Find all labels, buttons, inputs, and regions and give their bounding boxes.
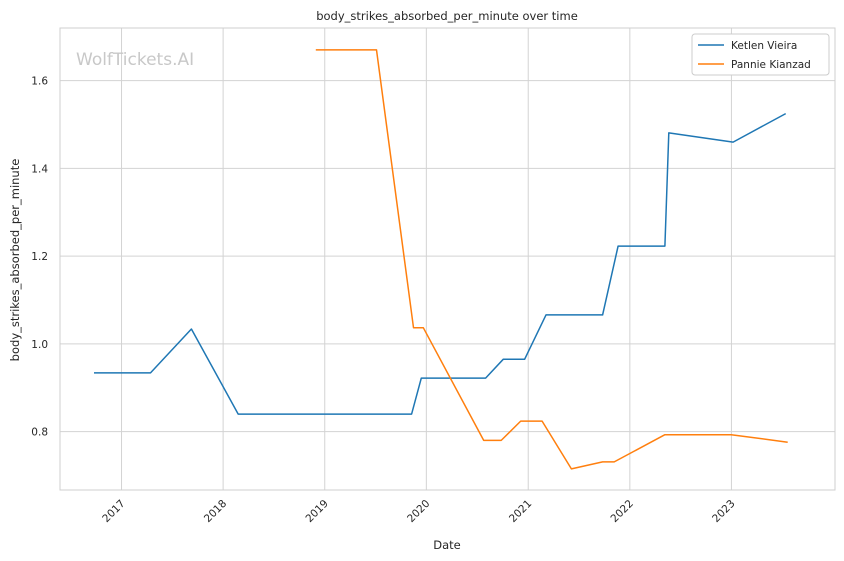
y-tick-label: 1.4 bbox=[31, 163, 48, 175]
y-tick-label: 0.8 bbox=[31, 427, 48, 439]
x-tick-label: 2022 bbox=[609, 498, 636, 525]
watermark: WolfTickets.AI bbox=[76, 50, 194, 70]
y-axis-ticks: 0.8 1.0 1.2 1.4 1.6 bbox=[31, 76, 48, 439]
legend: Ketlen Vieira Pannie Kianzad bbox=[691, 33, 830, 76]
x-tick-label: 2018 bbox=[202, 498, 229, 525]
legend-label-pannie-kianzad: Pannie Kianzad bbox=[731, 59, 811, 71]
y-tick-label: 1.0 bbox=[31, 339, 48, 351]
series-line-pannie-kianzad bbox=[315, 49, 788, 470]
x-tick-label: 2019 bbox=[303, 498, 330, 525]
y-tick-label: 1.2 bbox=[31, 251, 48, 263]
x-tick-label: 2023 bbox=[710, 498, 737, 525]
plot-frame bbox=[59, 27, 836, 491]
y-tick-label: 1.6 bbox=[31, 76, 48, 88]
x-axis-label: Date bbox=[433, 538, 461, 552]
legend-label-ketlen-vieira: Ketlen Vieira bbox=[731, 40, 797, 52]
grid bbox=[60, 28, 835, 490]
y-axis-label: body_strikes_absorbed_per_minute bbox=[8, 159, 22, 362]
legend-box bbox=[691, 33, 830, 76]
chart-title: body_strikes_absorbed_per_minute over ti… bbox=[316, 9, 578, 23]
x-axis-ticks: 2017 2018 2019 2020 2021 2022 2023 bbox=[100, 498, 737, 525]
series-layer bbox=[94, 49, 788, 470]
series-line-ketlen-vieira bbox=[94, 112, 787, 415]
x-tick-label: 2021 bbox=[507, 498, 534, 525]
x-tick-label: 2017 bbox=[100, 498, 127, 525]
x-tick-label: 2020 bbox=[405, 498, 432, 525]
